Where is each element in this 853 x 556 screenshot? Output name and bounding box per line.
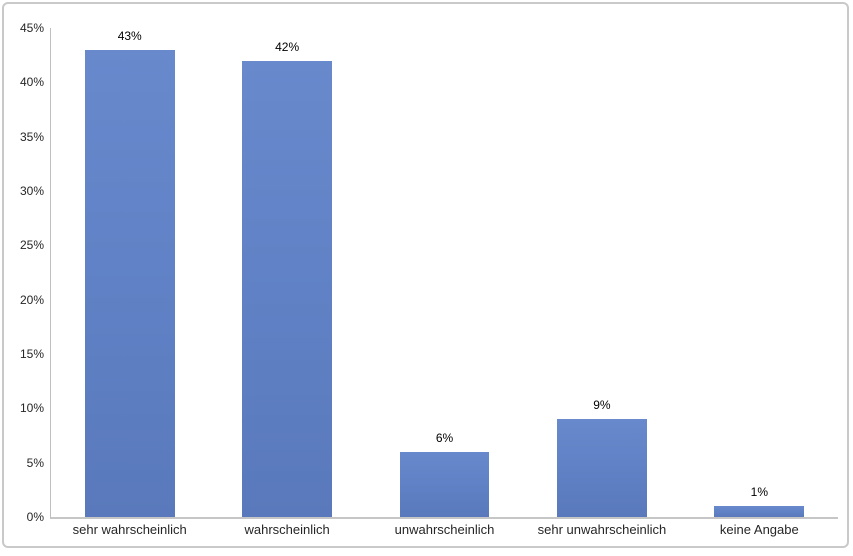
x-category-label: sehr wahrscheinlich xyxy=(72,522,187,537)
bar-value-label: 1% xyxy=(750,485,768,500)
x-category-label: keine Angabe xyxy=(719,522,799,537)
bar-slot: 6% xyxy=(366,28,523,517)
bar-slot: 9% xyxy=(523,28,680,517)
y-tick-label: 40% xyxy=(19,75,44,90)
y-tick-label: 15% xyxy=(19,347,44,361)
y-tick-label: 35% xyxy=(19,129,44,144)
bar-slot: 42% xyxy=(208,28,365,517)
x-category-label: sehr unwahrscheinlich xyxy=(537,522,667,537)
y-tick-label: 10% xyxy=(19,401,44,416)
bar-value-label: 6% xyxy=(435,430,454,445)
bar xyxy=(714,506,805,517)
bar-value-label: 43% xyxy=(117,28,142,43)
bar xyxy=(557,419,647,517)
plot-area xyxy=(50,28,838,519)
chart-frame: 0% 5% 10% 15% 20% 25% 30% 35% 40% 45% 43% 42% 6% 9% 1… xyxy=(2,2,849,548)
bar-value-label: 42% xyxy=(275,39,300,54)
x-category-label: wahrscheinlich xyxy=(244,522,330,537)
bar xyxy=(399,451,490,517)
y-tick-label: 30% xyxy=(19,184,44,198)
bar-series: 43% 42% 6% 9% 1% xyxy=(51,28,838,517)
bar-slot: 43% xyxy=(51,28,208,517)
bar-value-label: 9% xyxy=(593,398,611,413)
bar xyxy=(242,60,332,517)
x-axis: sehr wahrscheinlich wahrscheinlich unwahrs… xyxy=(51,522,838,538)
x-category-label: unwahrscheinlich xyxy=(394,522,495,537)
y-tick-label: 5% xyxy=(26,455,44,470)
y-axis: 0% 5% 10% 15% 20% 25% 30% 35% 40% 45% xyxy=(4,4,44,556)
y-tick-label: 20% xyxy=(19,292,44,307)
y-tick-label: 0% xyxy=(26,510,44,524)
bar xyxy=(84,49,175,517)
y-tick-label: 25% xyxy=(19,238,44,253)
y-tick-label: 45% xyxy=(19,21,44,35)
bar-slot: 1% xyxy=(681,28,838,517)
